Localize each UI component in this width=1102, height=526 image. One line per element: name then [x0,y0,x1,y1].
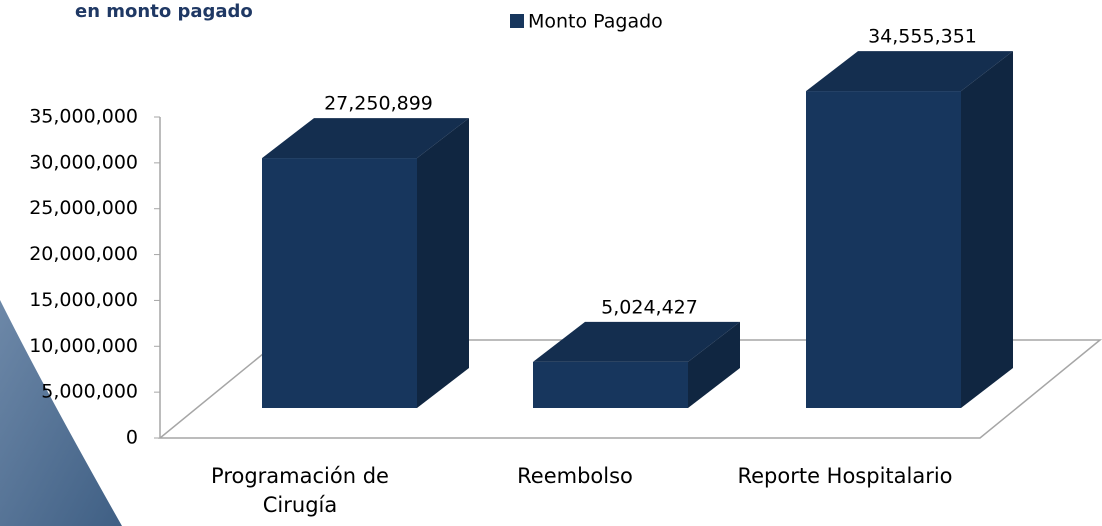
y-tick-label: 30,000,000 [29,151,138,173]
bar-side [961,51,1013,409]
bar-top [806,51,1013,92]
legend-label: Monto Pagado [528,11,663,33]
bar [533,321,740,408]
x-tick-label: Reembolso [517,464,633,488]
bar-side [688,321,740,408]
x-tick-label: Reporte Hospitalario [737,464,953,488]
legend-swatch [510,14,524,28]
bar [262,118,469,409]
data-label: 5,024,427 [601,296,698,318]
y-tick-label: 25,000,000 [29,197,138,219]
chart-title: en monto pagado [75,1,253,22]
floor [157,339,1102,439]
bar-front [533,361,688,408]
bar-side [417,118,469,409]
bar [806,51,1013,409]
y-tick-label: 35,000,000 [29,106,138,128]
bar-front [262,158,417,408]
x-tick-label: Programación de Cirugía [211,464,389,517]
bar-top [262,118,469,159]
data-label: 27,250,899 [324,93,433,115]
y-tick-label: 20,000,000 [29,243,138,265]
bar-top [533,321,740,362]
bar-front [806,91,961,408]
y-tick-label: 5,000,000 [41,381,138,403]
y-tick-label: 15,000,000 [29,289,138,311]
data-label: 34,555,351 [868,26,977,48]
decoration [0,300,122,526]
y-tick-label: 0 [126,427,138,449]
y-tick-label: 10,000,000 [29,335,138,357]
